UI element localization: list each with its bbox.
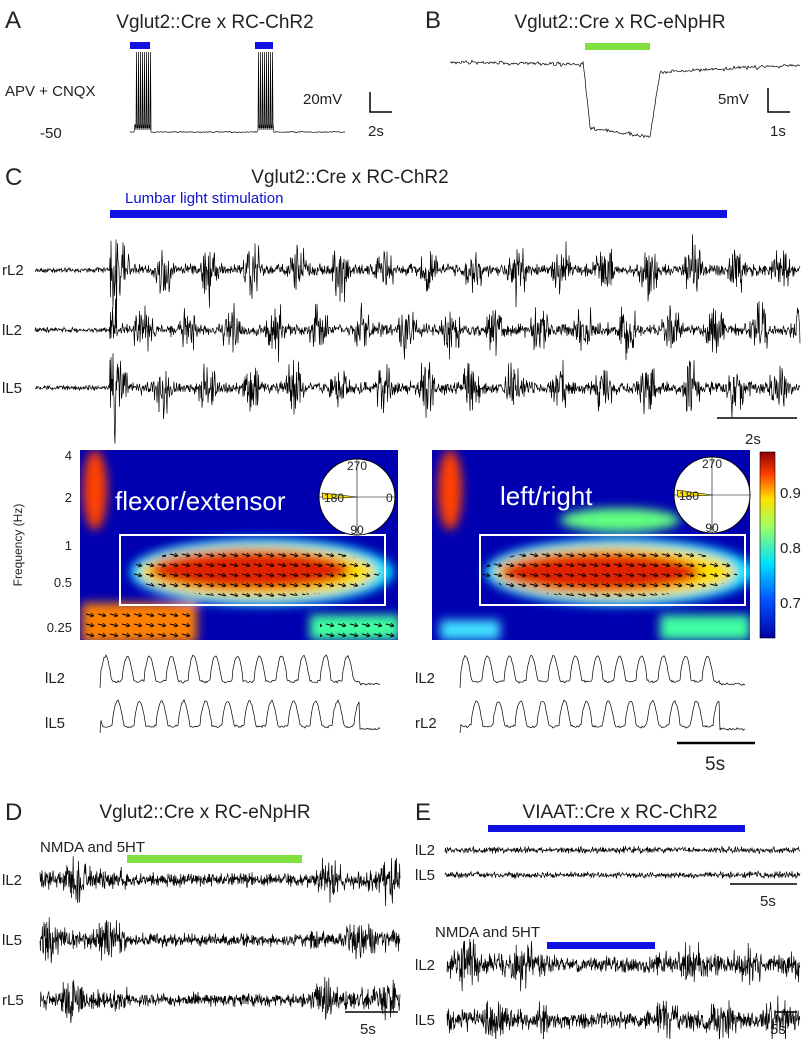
- stim-bar: [255, 42, 273, 49]
- emg-traces: [39, 856, 401, 1024]
- panel-letter: C: [5, 164, 22, 191]
- y-tick-label: 4: [65, 448, 72, 463]
- panel-letter: D: [5, 799, 22, 826]
- y-tick-label: 0.25: [47, 620, 72, 635]
- trace-label: lL5: [45, 715, 65, 732]
- trace-label: lL2: [415, 842, 435, 859]
- panel-letter: B: [425, 7, 441, 34]
- voltage-trace: [129, 51, 346, 133]
- trace-label: lL2: [415, 670, 435, 687]
- trace-label: lL2: [2, 872, 22, 889]
- colorbar-tick-label: 0.8: [780, 540, 801, 557]
- trace: [450, 59, 801, 139]
- trace: [39, 856, 401, 907]
- trace: [39, 917, 401, 964]
- trace-label: lL2: [45, 670, 65, 687]
- roi-box: [119, 534, 386, 606]
- trace: [99, 654, 381, 689]
- scale-label: 5s: [770, 1021, 786, 1038]
- voltage-trace: [450, 59, 801, 139]
- polar-label: 180: [324, 491, 344, 505]
- scale-label: 20mV: [303, 91, 342, 108]
- panel-letter: A: [5, 7, 21, 34]
- trace-label: rL5: [2, 992, 24, 1009]
- panel-letter: E: [415, 799, 431, 826]
- trace-label: rL2: [415, 715, 437, 732]
- scale-label: 5s: [705, 754, 725, 775]
- emg-traces: [444, 845, 801, 1039]
- scale-label: 2s: [368, 123, 384, 140]
- scale-bar: [369, 92, 392, 113]
- trace: [129, 51, 346, 133]
- colorbar-tick-label: 0.7: [780, 595, 801, 612]
- condition-label: APV + CNQX: [5, 83, 95, 100]
- trace-label: lL5: [415, 867, 435, 884]
- panel-title: Vglut2::Cre x RC-ChR2: [251, 167, 448, 188]
- trace: [34, 353, 801, 444]
- stim-bar: [585, 43, 650, 50]
- polar-label: 0: [386, 491, 393, 505]
- trace: [39, 976, 401, 1024]
- trace-label: lL5: [2, 380, 22, 397]
- trace: [444, 845, 801, 855]
- scale-label: 5mV: [718, 91, 749, 108]
- polar-plot: 270 180 0 90: [318, 458, 396, 537]
- scale-label: 2s: [745, 431, 761, 448]
- trace: [446, 938, 801, 992]
- panel-title: Vglut2::Cre x RC-eNpHR: [99, 802, 310, 823]
- map-title: flexor/extensor: [115, 486, 286, 516]
- colorbar: [759, 451, 776, 639]
- trace: [446, 995, 801, 1039]
- stim-bar: [488, 825, 745, 832]
- trace: [99, 698, 381, 734]
- trace: [459, 654, 746, 689]
- condition-label: NMDA and 5HT: [40, 839, 145, 856]
- map-title: left/right: [500, 481, 593, 511]
- emg-traces: [34, 234, 801, 444]
- polar-label: 270: [347, 459, 367, 473]
- y-tick-label: 1: [65, 538, 72, 553]
- coherence-map: [432, 450, 750, 640]
- scale-bar: [767, 88, 790, 113]
- colorbar-tick-label: 0.9: [780, 485, 801, 502]
- y-tick-label: 0.5: [54, 575, 72, 590]
- polar-label: 180: [679, 489, 699, 503]
- stim-bar: [127, 855, 302, 863]
- y-axis-label: Frequency (Hz): [11, 504, 25, 587]
- panel-title: VIAAT::Cre x RC-ChR2: [523, 802, 718, 823]
- trace: [34, 298, 801, 363]
- scale-label: 1s: [770, 123, 786, 140]
- polar-label: 270: [702, 457, 722, 471]
- scale-label: 5s: [360, 1021, 376, 1038]
- panel-title: Vglut2::Cre x RC-eNpHR: [514, 12, 725, 33]
- panel-title: Vglut2::Cre x RC-ChR2: [116, 12, 313, 33]
- stim-bar: [130, 42, 150, 49]
- envelope-traces: [99, 654, 746, 734]
- trace-label: lL2: [2, 322, 22, 339]
- condition-label: NMDA and 5HT: [435, 924, 540, 941]
- stim-bar: [110, 210, 727, 218]
- baseline-label: -50: [40, 125, 62, 142]
- scale-label: 5s: [760, 893, 776, 910]
- stim-label: Lumbar light stimulation: [125, 190, 283, 207]
- roi-box: [479, 534, 746, 606]
- trace-label: lL5: [415, 1012, 435, 1029]
- trace: [34, 234, 801, 325]
- trace: [459, 699, 746, 734]
- trace: [444, 870, 801, 880]
- polar-label: 90: [705, 521, 719, 535]
- polar-plot: 270 180 90: [673, 456, 751, 535]
- y-tick-label: 2: [65, 490, 72, 505]
- trace-label: lL2: [415, 957, 435, 974]
- trace-label: rL2: [2, 262, 24, 279]
- trace-label: lL5: [2, 932, 22, 949]
- stim-bar: [547, 942, 655, 949]
- polar-label: 90: [350, 523, 364, 537]
